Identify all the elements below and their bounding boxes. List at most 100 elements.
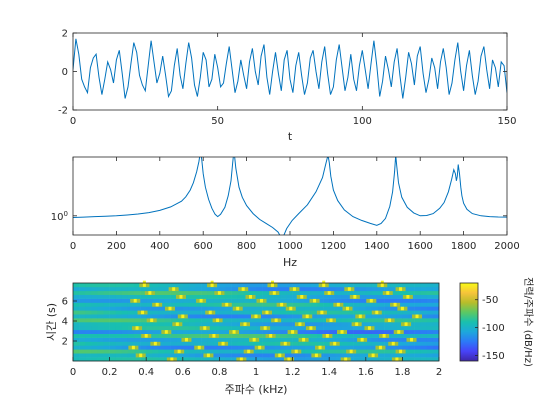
spectrogram-cell [243,325,251,331]
spectrogram-cell [268,325,275,331]
spectrogram-cell [140,349,147,354]
spectrogram-cell [195,322,202,327]
spectrogram-cell [237,302,245,307]
spectrogram-cell [414,294,421,299]
spectrogram-cell [317,349,324,354]
spectrogram-cell [323,306,330,311]
spectrogram-cell [268,286,275,292]
spectrogram-cell [335,337,342,342]
peak-mark [309,323,313,330]
spectrogram-cell [97,290,104,295]
spectrogram-cell [85,302,92,307]
peak-mark [144,331,148,338]
spectrogram-cell [262,318,269,323]
peak-mark [131,343,135,350]
peak-mark [210,280,214,287]
spectrogram-cell [158,318,165,323]
peak-mark [410,335,414,342]
spectrogram-cell [365,310,373,315]
spectrogram-cell [390,290,397,295]
spectrogram-cell [317,314,324,319]
colorbar-tick-label: -100 [482,323,505,334]
spectrogram-cell [158,283,165,288]
y-tick-label-3: 6 [62,297,68,308]
spectrogram-cell [201,329,208,334]
spectrogram-cell [353,310,360,315]
spectrogram-cell [237,314,245,319]
spectrogram-cell [201,337,208,342]
spectrogram-cell [176,298,184,303]
spectrogram-cell [164,318,171,323]
spectrogram-cell [341,318,348,323]
spectrogram-cell [91,322,98,327]
spectrogram-cell [207,298,214,303]
spectrogram-cell [298,357,306,362]
spectrogram-cell [73,290,80,295]
peak-mark [314,350,318,358]
spectrogram-cell [310,318,318,323]
spectrogram-cell [152,325,159,331]
spectrogram-cell [158,322,165,327]
spectrogram-cell [414,298,421,303]
spectrogram-cell [201,290,208,295]
peak-mark [298,319,302,326]
spectrogram-cell [371,329,379,334]
spectrogram-cell [268,357,275,362]
spectrogram-cell [127,337,135,342]
peak-mark [142,280,146,287]
spectrogram-cell [408,325,415,331]
spectrogram-cell [182,341,190,346]
spectrogram-cell [396,283,403,288]
peak-mark [415,311,419,319]
spectrogram-cell [134,310,141,315]
spectrogram-cell [97,329,104,334]
spectrogram-cell [134,337,141,342]
spectrogram-cell [243,353,251,358]
spectrogram-cell [304,310,312,315]
x-axis-label-1: t [288,130,293,143]
spectrogram-cell [152,349,159,354]
spectrogram-cell [323,325,330,331]
spectrogram-cell [310,329,318,334]
spectrogram-cell [286,302,293,307]
spectrogram-cell [292,283,299,288]
spectrogram-cell [420,337,428,342]
spectrogram-cell [73,349,80,354]
spectrogram-cell [280,329,287,334]
spectrogram-cell [347,337,354,342]
spectrogram-cell [365,333,373,338]
peak-mark [382,331,386,338]
spectrogram-cell [146,283,153,288]
spectrogram-cell [146,329,153,334]
spectrogram-cell [414,302,421,307]
spectrogram-cell [188,290,196,295]
spectrogram-cell [414,322,421,327]
spectrogram-cell [292,345,299,350]
spectrogram-cell [396,318,403,323]
spectrogram-cell [109,341,116,346]
spectrogram-cell [115,283,123,288]
spectrogram-cell [231,337,238,342]
spectrogram-cell [408,306,415,311]
spectrogram-cell [97,333,104,338]
spectrogram-cell [182,333,190,338]
spectrogram-cell [347,290,354,295]
spectrogram-cell [103,290,110,295]
plot-area-1 [73,33,507,110]
peak-mark [164,327,168,334]
spectrogram-cell [298,333,306,338]
spectrogram-cell [298,290,306,295]
spectrogram-cell [298,314,306,319]
spectrogram-cell [176,290,184,295]
spectrogram-cell [280,318,287,323]
spectrogram-cell [121,357,129,362]
spectrogram-cell [329,325,336,331]
spectrogram-cell [341,322,348,327]
peak-mark [320,307,324,315]
spectrogram-cell [280,294,287,299]
spectrogram-cell [182,349,190,354]
spectrogram-cell [262,337,269,342]
spectrogram-cell [353,286,360,292]
spectrogram-cell [274,294,281,299]
